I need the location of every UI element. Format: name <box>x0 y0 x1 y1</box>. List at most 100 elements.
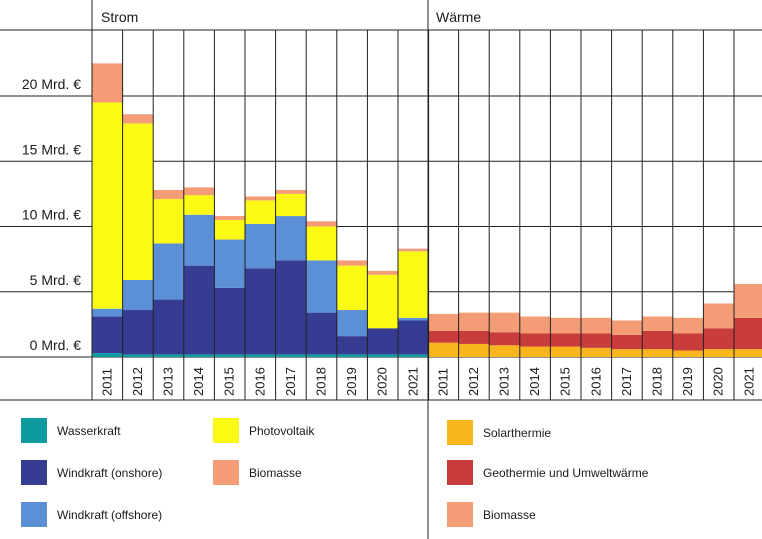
x-tick-label: 2020 <box>375 367 390 396</box>
bar-strom-2019-photovoltaik <box>336 265 368 311</box>
bar-wärme-2018-biomasse <box>642 316 673 331</box>
y-tick-label: 15 Mrd. € <box>22 141 81 157</box>
x-tick-label: 2011 <box>435 368 450 396</box>
bar-strom-2012-windkraft-onshore- <box>122 310 154 355</box>
bar-wärme-2014-geothermie-und-umweltw-rme <box>519 333 551 347</box>
legend-item: Windkraft (offshore) <box>21 502 162 527</box>
legend-item: Photovoltaik <box>213 418 315 443</box>
bar-strom-2018-biomasse <box>306 221 337 227</box>
bar-strom-2014-biomasse <box>183 187 215 196</box>
bar-strom-2017-windkraft-offshore- <box>275 216 307 261</box>
bar-wärme-2017-geothermie-und-umweltw-rme <box>611 334 643 350</box>
bar-strom-2017-biomasse <box>275 189 307 194</box>
legend-swatch <box>21 418 47 443</box>
legend-item: Geothermie und Umweltwärme <box>447 460 649 485</box>
bar-strom-2011-windkraft-offshore- <box>92 308 123 317</box>
panel-titles: Strom Wärme <box>101 9 481 25</box>
legend-label: Wasserkraft <box>57 424 121 438</box>
x-tick-label: 2015 <box>558 367 573 396</box>
bar-strom-2018-windkraft-onshore- <box>306 312 337 355</box>
x-axis-ticks: 2011 2012 2013 2014 2015 2016 2017 2018 2019 2020… <box>99 367 756 396</box>
bar-wärme-2013-solarthermie <box>489 345 520 357</box>
x-tick-label: 2012 <box>466 367 481 396</box>
bar-strom-2012-photovoltaik <box>122 123 154 281</box>
x-tick-label: 2018 <box>314 367 329 396</box>
bar-wärme-2013-geothermie-und-umweltw-rme <box>489 332 520 346</box>
bar-strom-2020-windkraft-onshore- <box>367 328 398 355</box>
bar-strom-2015-windkraft-onshore- <box>214 287 245 355</box>
x-tick-label: 2016 <box>252 367 267 396</box>
bar-wärme-2021-solarthermie <box>734 349 762 357</box>
y-tick-label: 5 Mrd. € <box>30 272 82 288</box>
bar-strom-2021-windkraft-onshore- <box>398 320 429 355</box>
legend-item: Wasserkraft <box>21 418 121 443</box>
legend-swatch <box>21 502 47 527</box>
bars <box>92 63 762 357</box>
legend-swatch <box>447 420 473 445</box>
bar-strom-2014-windkraft-offshore- <box>183 214 215 266</box>
bar-wärme-2012-geothermie-und-umweltw-rme <box>458 330 490 344</box>
bar-strom-2016-biomasse <box>245 196 276 201</box>
bar-strom-2012-biomasse <box>122 114 154 124</box>
x-tick-label: 2013 <box>161 367 176 396</box>
panel-title-1: Wärme <box>436 9 481 25</box>
bar-wärme-2014-biomasse <box>519 316 551 334</box>
legend: Wasserkraft Windkraft (onshore) Windkraft … <box>21 418 649 527</box>
bar-wärme-2019-geothermie-und-umweltw-rme <box>672 333 704 351</box>
legend-swatch <box>213 460 239 485</box>
bar-strom-2015-windkraft-offshore- <box>214 239 245 288</box>
bar-strom-2021-windkraft-offshore- <box>398 317 429 321</box>
x-tick-label: 2021 <box>741 367 756 396</box>
bar-strom-2013-windkraft-onshore- <box>153 299 184 355</box>
legend-label: Biomasse <box>483 508 536 522</box>
x-tick-label: 2015 <box>222 367 237 396</box>
y-axis-ticks: 0 Mrd. € 5 Mrd. € 10 Mrd. € 15 Mrd. € 20 Mrd… <box>22 76 81 353</box>
legend-item: Biomasse <box>447 502 536 527</box>
y-tick-label: 0 Mrd. € <box>30 337 82 353</box>
bar-wärme-2017-biomasse <box>611 320 643 335</box>
bar-wärme-2014-solarthermie <box>519 346 551 357</box>
bar-wärme-2015-geothermie-und-umweltw-rme <box>550 333 581 347</box>
bar-strom-2018-photovoltaik <box>306 226 337 261</box>
bar-wärme-2011-solarthermie <box>428 342 459 357</box>
bar-strom-2019-windkraft-onshore- <box>336 336 368 355</box>
bar-strom-2016-wasserkraft <box>245 354 276 357</box>
bar-wärme-2016-solarthermie <box>581 347 612 357</box>
y-tick-label: 10 Mrd. € <box>22 207 81 223</box>
legend-swatch <box>447 460 473 485</box>
bar-wärme-2019-biomasse <box>672 317 704 334</box>
bar-wärme-2015-solarthermie <box>550 346 581 357</box>
bar-wärme-2015-biomasse <box>550 317 581 334</box>
bar-strom-2015-biomasse <box>214 216 245 220</box>
bar-strom-2013-photovoltaik <box>153 199 184 244</box>
bar-strom-2015-wasserkraft <box>214 354 245 357</box>
x-tick-label: 2019 <box>344 367 359 396</box>
bar-strom-2017-photovoltaik <box>275 193 307 217</box>
bar-strom-2014-photovoltaik <box>183 195 215 215</box>
y-tick-label: 20 Mrd. € <box>22 76 81 92</box>
x-tick-label: 2012 <box>130 367 145 396</box>
bar-strom-2011-photovoltaik <box>92 102 123 309</box>
x-tick-label: 2017 <box>283 367 298 396</box>
bar-strom-2019-wasserkraft <box>336 354 368 357</box>
bar-strom-2017-wasserkraft <box>275 354 307 357</box>
legend-swatch <box>21 460 47 485</box>
legend-item: Biomasse <box>213 460 302 485</box>
bar-strom-2018-windkraft-offshore- <box>306 260 337 313</box>
legend-label: Geothermie und Umweltwärme <box>483 466 649 480</box>
legend-swatch <box>447 502 473 527</box>
legend-swatch <box>213 418 239 443</box>
bar-strom-2019-biomasse <box>336 260 368 266</box>
bar-wärme-2018-solarthermie <box>642 349 673 357</box>
legend-label: Biomasse <box>249 466 302 480</box>
bar-wärme-2018-geothermie-und-umweltw-rme <box>642 330 673 350</box>
legend-item: Solarthermie <box>447 420 551 445</box>
x-tick-label: 2016 <box>588 367 603 396</box>
bar-strom-2017-windkraft-onshore- <box>275 260 307 355</box>
bar-wärme-2021-geothermie-und-umweltw-rme <box>734 317 762 350</box>
bar-wärme-2016-geothermie-und-umweltw-rme <box>581 333 612 348</box>
x-tick-label: 2019 <box>680 367 695 396</box>
bar-strom-2015-photovoltaik <box>214 219 245 240</box>
